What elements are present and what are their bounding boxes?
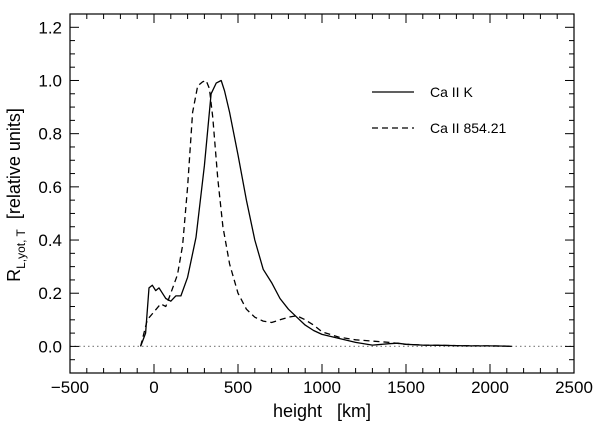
x-tick-label: 500: [224, 378, 252, 397]
x-axis-label: height [km]: [273, 401, 371, 421]
legend-label-0: Ca II K: [430, 84, 473, 100]
y-axis-label: RL,yot, T [relative units]: [4, 108, 28, 282]
series-layer: [139, 79, 512, 348]
tick-layer: [69, 13, 575, 374]
series-line-ca-ii-854: [139, 79, 512, 348]
y-axis-label-main: R: [4, 269, 24, 282]
legend: Ca II K Ca II 854.21: [372, 84, 506, 136]
y-tick-label: 0.6: [38, 178, 62, 197]
x-tick-label: 2000: [471, 378, 509, 397]
y-axis-label-units: [relative units]: [4, 108, 24, 229]
y-tick-label: 1.2: [38, 18, 62, 37]
x-tick-label: 0: [149, 378, 158, 397]
x-tick-label: 1500: [387, 378, 425, 397]
y-tick-label: 1.0: [38, 71, 62, 90]
legend-label-1: Ca II 854.21: [430, 120, 506, 136]
y-axis-label-subscript: L,yot, T: [14, 228, 28, 268]
x-tick-label: −500: [51, 378, 89, 397]
y-tick-label: 0.8: [38, 125, 62, 144]
x-tick-label: 2500: [555, 378, 593, 397]
x-tick-label: 1000: [303, 378, 341, 397]
plot-frame: [69, 13, 575, 374]
y-tick-label: 0.0: [38, 337, 62, 356]
tick-label-layer: −500 0 500 1000 1500 2000 2500 0.0 0.2 0.4 0.6 0.8 1…: [38, 18, 593, 397]
y-tick-label: 0.4: [38, 231, 62, 250]
y-tick-label: 0.2: [38, 284, 62, 303]
